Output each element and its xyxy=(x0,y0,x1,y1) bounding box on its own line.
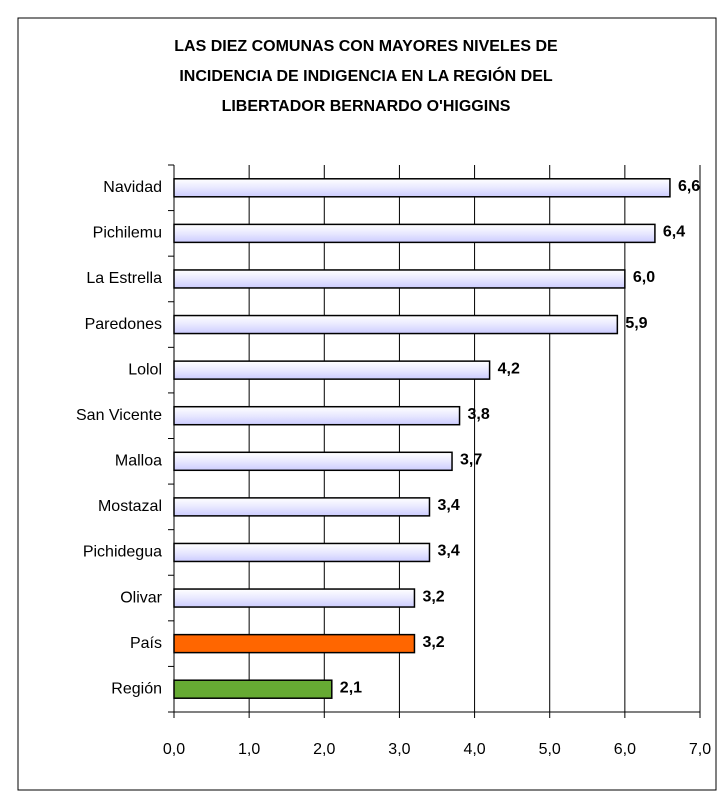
chart-border xyxy=(17,17,717,791)
chart-title: LIBERTADOR BERNARDO O'HIGGINS xyxy=(222,98,511,115)
y-tick-label: Lolol xyxy=(128,361,162,378)
bar xyxy=(173,542,431,563)
x-tick-label: 7,0 xyxy=(689,741,711,758)
bar xyxy=(173,360,491,380)
y-tick-label: San Vicente xyxy=(76,407,162,424)
value-label: 6,0 xyxy=(633,269,655,286)
bar xyxy=(173,223,656,244)
x-tick-label: 1,0 xyxy=(238,741,260,758)
y-tick-label: Región xyxy=(111,680,162,697)
value-label: 3,2 xyxy=(422,588,444,605)
value-label: 3,4 xyxy=(437,543,459,560)
y-tick-label: Navidad xyxy=(103,179,162,196)
bar xyxy=(173,405,461,426)
chart-title: INCIDENCIA DE INDIGENCIA EN LA REGIÓN DE… xyxy=(179,66,553,85)
value-label: 2,1 xyxy=(340,679,362,696)
value-label: 4,2 xyxy=(498,360,520,377)
x-tick-label: 3,0 xyxy=(388,741,410,758)
x-tick-label: 4,0 xyxy=(463,741,485,758)
x-tick-label: 0,0 xyxy=(163,741,185,758)
y-tick-label: La Estrella xyxy=(86,270,162,287)
x-tick-label: 2,0 xyxy=(313,741,335,758)
bar xyxy=(173,269,626,289)
bar xyxy=(173,178,671,198)
value-label: 5,9 xyxy=(625,315,647,332)
value-label: 6,4 xyxy=(663,224,685,241)
value-label: 3,8 xyxy=(468,406,490,423)
bar xyxy=(173,679,333,699)
y-tick-label: Malloa xyxy=(115,453,162,470)
bar xyxy=(173,633,416,654)
value-label: 6,6 xyxy=(678,178,700,195)
y-tick-label: Pichidegua xyxy=(83,544,162,561)
y-tick-label: Paredones xyxy=(85,316,162,333)
x-tick-label: 6,0 xyxy=(614,741,636,758)
bar xyxy=(173,314,619,335)
value-label: 3,7 xyxy=(460,452,482,469)
value-label: 3,4 xyxy=(437,497,459,514)
chart-title: LAS DIEZ COMUNAS CON MAYORES NIVELES DE xyxy=(174,38,558,55)
y-tick-label: Olivar xyxy=(120,589,162,606)
y-tick-label: Pichilemu xyxy=(93,225,162,242)
value-label: 3,2 xyxy=(422,634,444,651)
bar xyxy=(173,451,453,472)
bar xyxy=(173,588,416,608)
y-tick-label: Mostazal xyxy=(98,498,162,515)
y-tick-label: País xyxy=(130,635,162,652)
bar xyxy=(173,497,431,517)
x-tick-label: 5,0 xyxy=(539,741,561,758)
